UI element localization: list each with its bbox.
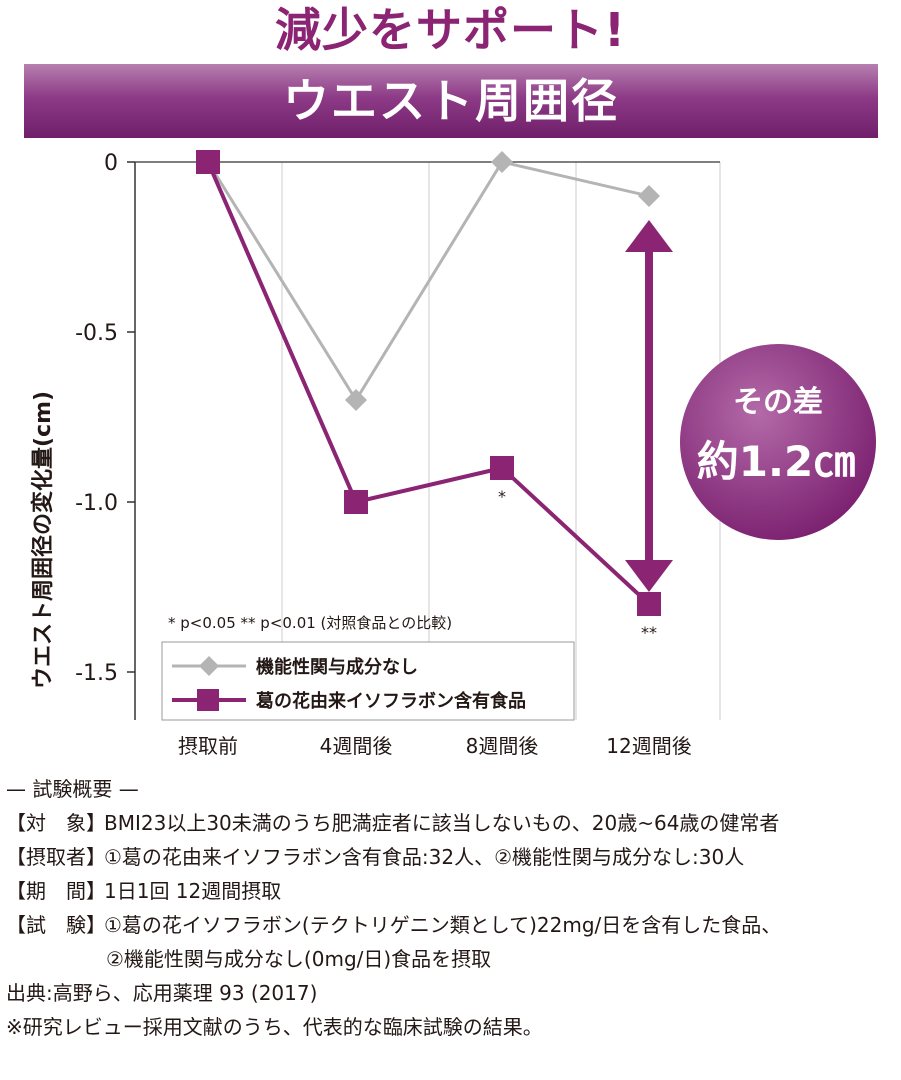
line-chart: 0 -0.5 -1.0 -1.5 ウエスト周囲径の変化量(cm) 摂取前 4週間後 8週間後 1… <box>30 150 876 758</box>
badge-circle <box>680 344 876 540</box>
summary-continuation: ②機能性関与成分なし(0mg/日)食品を摂取 <box>106 947 492 971</box>
significance-footnote: * p<0.05 ** p<0.01 (対照食品との比較) <box>168 614 452 632</box>
y-tick-label: -0.5 <box>75 321 118 346</box>
footnote-note: ※研究レビュー採用文献のうち、代表的な臨床試験の結果。 <box>6 1015 543 1039</box>
summary-row-label: 【期 間】 <box>6 879 106 903</box>
series-line-1 <box>206 160 650 403</box>
data-point-test <box>490 456 514 480</box>
x-tick-label: 摂取前 <box>178 734 238 758</box>
y-tick-label: 0 <box>104 151 118 176</box>
series-layer: *** <box>196 150 661 642</box>
x-tick-label: 8週間後 <box>466 734 539 758</box>
summary-row-text: ①葛の花イソフラボン(テクトリゲニン類として)22mg/日を含有した食品、 <box>104 913 782 937</box>
difference-arrow <box>625 220 673 592</box>
summary-row: 【摂取者】①葛の花由来イソフラボン含有食品:32人、②機能性関与成分なし:30人 <box>6 840 896 874</box>
data-point-control <box>491 151 513 173</box>
legend-marker <box>197 689 219 711</box>
legend-label: 葛の花由来イソフラボン含有食品 <box>255 690 526 712</box>
summary-row-label: 【摂取者】 <box>6 845 106 869</box>
legend-box <box>161 641 575 721</box>
badge-line-1: その差 <box>733 385 823 420</box>
y-tick-label: -1.0 <box>75 491 118 516</box>
summary-row: 【期 間】1日1回 12週間摂取 <box>6 874 896 908</box>
x-tick-label: 4週間後 <box>320 734 393 758</box>
data-point-control <box>638 185 660 207</box>
banner-title: ウエスト周囲径 <box>24 64 878 138</box>
badge-line-2: 約1.2㎝ <box>697 437 855 486</box>
significance-mark: * <box>498 487 506 506</box>
data-point-test <box>344 490 368 514</box>
data-point-test <box>196 150 220 174</box>
source-citation: 出典:高野ら、応用薬理 93 (2017) <box>6 981 318 1005</box>
series-line-2 <box>206 161 651 606</box>
trial-summary: — 試験概要 — 【対 象】BMI23以上30未満のうち肥満症者に該当しないもの… <box>6 772 896 1044</box>
summary-row: 【試 験】①葛の花イソフラボン(テクトリゲニン類として)22mg/日を含有した食… <box>6 908 896 942</box>
data-point-test <box>637 592 661 616</box>
summary-row-text: ①葛の花由来イソフラボン含有食品:32人、②機能性関与成分なし:30人 <box>104 845 745 869</box>
headline: 減少をサポート! <box>275 3 626 57</box>
y-axis-label: ウエスト周囲径の変化量(cm) <box>30 391 56 689</box>
legend-label: 機能性関与成分なし <box>256 656 418 678</box>
legend-marker <box>199 656 219 676</box>
arrow-head-up <box>625 220 673 252</box>
summary-row-text: 1日1回 12週間摂取 <box>104 879 282 903</box>
axis-layer: 0 -0.5 -1.0 -1.5 ウエスト周囲径の変化量(cm) 摂取前 4週間後 8週間後 1… <box>30 151 720 758</box>
y-tick-label: -1.5 <box>75 661 118 686</box>
data-point-control <box>345 389 367 411</box>
significance-mark: ** <box>641 623 657 642</box>
summary-row-text: BMI23以上30未満のうち肥満症者に該当しないもの、20歳~64歳の健常者 <box>104 811 780 835</box>
summary-row-label: 【試 験】 <box>6 913 106 937</box>
x-tick-label: 12週間後 <box>606 734 691 758</box>
summary-row: 【対 象】BMI23以上30未満のうち肥満症者に該当しないもの、20歳~64歳の… <box>6 806 896 840</box>
summary-heading: — 試験概要 — <box>6 777 139 801</box>
arrow-head-down <box>625 560 673 592</box>
summary-row-label: 【対 象】 <box>6 811 106 835</box>
